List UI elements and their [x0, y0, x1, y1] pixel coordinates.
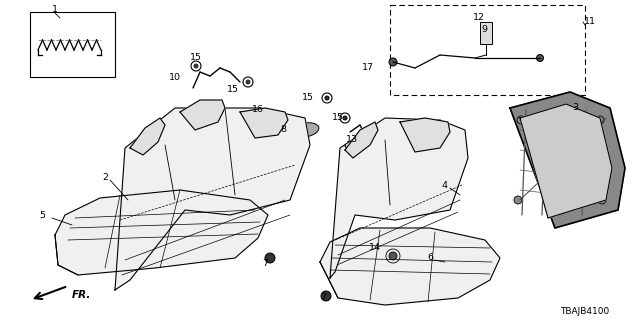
Text: 7: 7: [320, 293, 326, 302]
Polygon shape: [330, 118, 468, 278]
Circle shape: [536, 54, 543, 61]
Circle shape: [343, 116, 347, 120]
Text: 15: 15: [190, 53, 202, 62]
Bar: [30, 12, 115, 77]
Text: 3: 3: [572, 103, 578, 113]
Bar: [480, 22, 492, 44]
Text: 15: 15: [227, 85, 239, 94]
Polygon shape: [180, 100, 225, 130]
Circle shape: [389, 58, 397, 66]
Polygon shape: [240, 108, 288, 138]
Circle shape: [246, 80, 250, 84]
Circle shape: [517, 116, 525, 124]
Circle shape: [598, 196, 606, 204]
Circle shape: [321, 291, 331, 301]
Circle shape: [325, 96, 329, 100]
Polygon shape: [55, 190, 268, 275]
Text: 15: 15: [302, 93, 314, 102]
Circle shape: [514, 196, 522, 204]
Circle shape: [389, 252, 397, 260]
Text: 14: 14: [369, 244, 381, 252]
Polygon shape: [520, 104, 612, 218]
Text: 10: 10: [169, 74, 181, 83]
Text: 17: 17: [362, 63, 374, 73]
Bar: [390, 5, 585, 95]
Polygon shape: [115, 108, 310, 290]
Circle shape: [265, 253, 275, 263]
Text: 11: 11: [584, 18, 596, 27]
Text: 7: 7: [262, 259, 268, 268]
Text: 8: 8: [280, 125, 286, 134]
Ellipse shape: [291, 123, 319, 137]
Text: 15: 15: [332, 114, 344, 123]
Text: TBAJB4100: TBAJB4100: [560, 308, 609, 316]
Text: 6: 6: [427, 253, 433, 262]
Text: 1: 1: [52, 5, 58, 14]
Circle shape: [596, 116, 604, 124]
Polygon shape: [130, 118, 165, 155]
Text: FR.: FR.: [72, 290, 92, 300]
Polygon shape: [345, 122, 378, 158]
Text: 2: 2: [102, 173, 108, 182]
Text: 9: 9: [481, 26, 487, 35]
Polygon shape: [400, 118, 450, 152]
Polygon shape: [510, 92, 625, 228]
Text: 13: 13: [346, 135, 358, 145]
Text: 12: 12: [473, 13, 485, 22]
Text: 4: 4: [442, 180, 448, 189]
Text: 5: 5: [39, 211, 45, 220]
Circle shape: [194, 64, 198, 68]
Text: 16: 16: [252, 106, 264, 115]
Polygon shape: [320, 228, 500, 305]
Bar: [258, 108, 266, 122]
